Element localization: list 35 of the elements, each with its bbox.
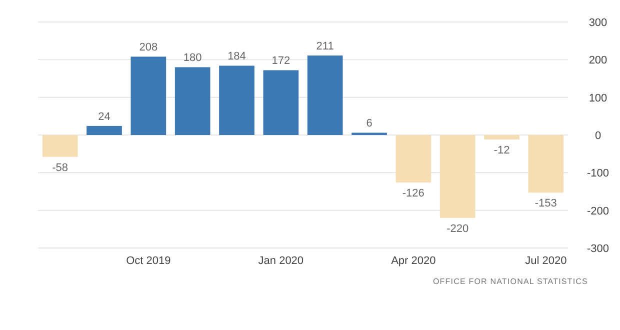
bar	[263, 70, 299, 135]
bar	[219, 66, 254, 135]
x-tick-label: Jan 2020	[258, 255, 304, 267]
y-tick-label: -100	[586, 168, 610, 180]
bar	[174, 67, 210, 135]
bar	[484, 135, 520, 140]
data-label: 6	[366, 118, 372, 130]
bar	[86, 126, 122, 135]
bar	[307, 56, 343, 135]
data-label: -12	[494, 144, 510, 157]
y-tick-label: -200	[586, 205, 610, 218]
data-label: -126	[402, 187, 424, 200]
bar	[440, 135, 476, 218]
bar	[396, 135, 432, 182]
data-label: 211	[316, 40, 334, 53]
y-tick-label: 0	[594, 130, 602, 142]
bar	[528, 135, 564, 193]
bar	[42, 135, 78, 157]
data-label: -153	[534, 198, 557, 210]
data-label: 180	[183, 52, 202, 64]
data-label: 184	[228, 50, 246, 63]
bar	[130, 56, 166, 135]
data-label: 208	[139, 42, 158, 54]
data-label: -58	[52, 162, 68, 174]
data-label: 24	[98, 110, 110, 123]
y-tick-label: 300	[588, 17, 608, 29]
y-tick-label: -300	[586, 243, 610, 255]
x-tick-label: Jul 2020	[525, 255, 567, 267]
y-tick-label: 100	[588, 92, 608, 104]
text: OFFICE FOR NATIONAL STATISTICS	[432, 277, 588, 286]
data-label: -220	[446, 222, 469, 235]
data-label: 172	[272, 55, 290, 68]
x-tick-label: Apr 2020	[391, 255, 436, 267]
y-tick-label: 200	[588, 54, 608, 67]
x-tick-label: Oct 2019	[126, 255, 171, 267]
